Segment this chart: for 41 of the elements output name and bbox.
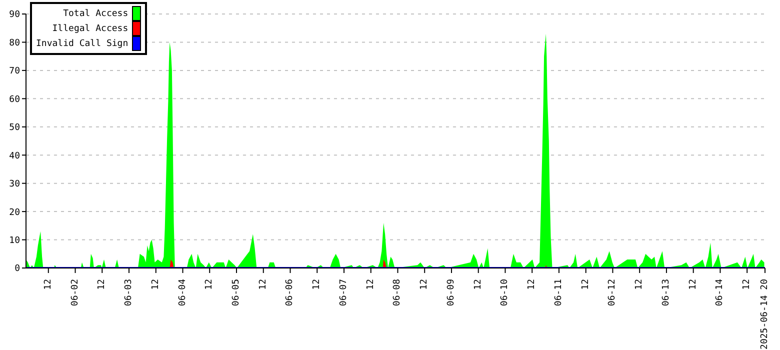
x-tick-label: 12 (312, 279, 322, 290)
y-tick-label: 60 (9, 94, 20, 105)
y-tick-label: 70 (9, 66, 20, 77)
legend-label: Invalid Call Sign (36, 38, 128, 48)
legend-label: Total Access (63, 8, 128, 18)
x-tick-label: 06-06 (285, 279, 296, 306)
y-tick-label: 20 (9, 208, 20, 218)
y-tick-label: 10 (9, 236, 20, 246)
y-tick-label: 40 (9, 151, 20, 162)
x-tick-label: 2025-06-14 20 (760, 279, 770, 350)
x-tick-label: 06-07 (338, 279, 349, 306)
x-tick-label: 06-14 (715, 279, 726, 306)
x-tick-label: 12 (742, 279, 752, 290)
x-tick-label: 06-04 (178, 279, 188, 306)
x-tick-label: 12 (366, 279, 376, 290)
x-tick-label: 06-13 (661, 279, 672, 306)
x-tick-label: 12 (43, 279, 54, 290)
x-tick-label: 06-08 (392, 279, 403, 306)
y-tick-label: 30 (9, 180, 20, 190)
x-tick-label: 06-11 (554, 279, 564, 306)
x-tick-label: 12 (258, 279, 268, 290)
x-tick-label: 06-09 (446, 279, 456, 306)
x-tick-label: 12 (634, 279, 645, 290)
x-tick-label: 12 (150, 279, 161, 290)
x-tick-label: 06-03 (124, 279, 134, 306)
x-tick-label: 06-10 (500, 279, 510, 306)
x-tick-label: 12 (204, 279, 215, 290)
x-tick-label: 12 (420, 279, 430, 290)
x-tick-label: 12 (473, 279, 484, 290)
legend-label: Illegal Access (52, 24, 128, 34)
x-tick-label: 12 (688, 279, 698, 290)
x-tick-label: 06-12 (608, 279, 618, 306)
y-tick-label: 90 (9, 10, 20, 20)
y-tick-label: 50 (9, 123, 20, 134)
x-tick-label: 12 (97, 279, 108, 290)
y-tick-label: 80 (9, 38, 20, 48)
y-tick-label: 0 (14, 264, 20, 274)
x-tick-label: 12 (527, 279, 538, 290)
x-tick-label: 06-05 (232, 279, 242, 306)
x-tick-label: 06-02 (70, 279, 80, 306)
x-tick-label: 12 (580, 279, 591, 290)
